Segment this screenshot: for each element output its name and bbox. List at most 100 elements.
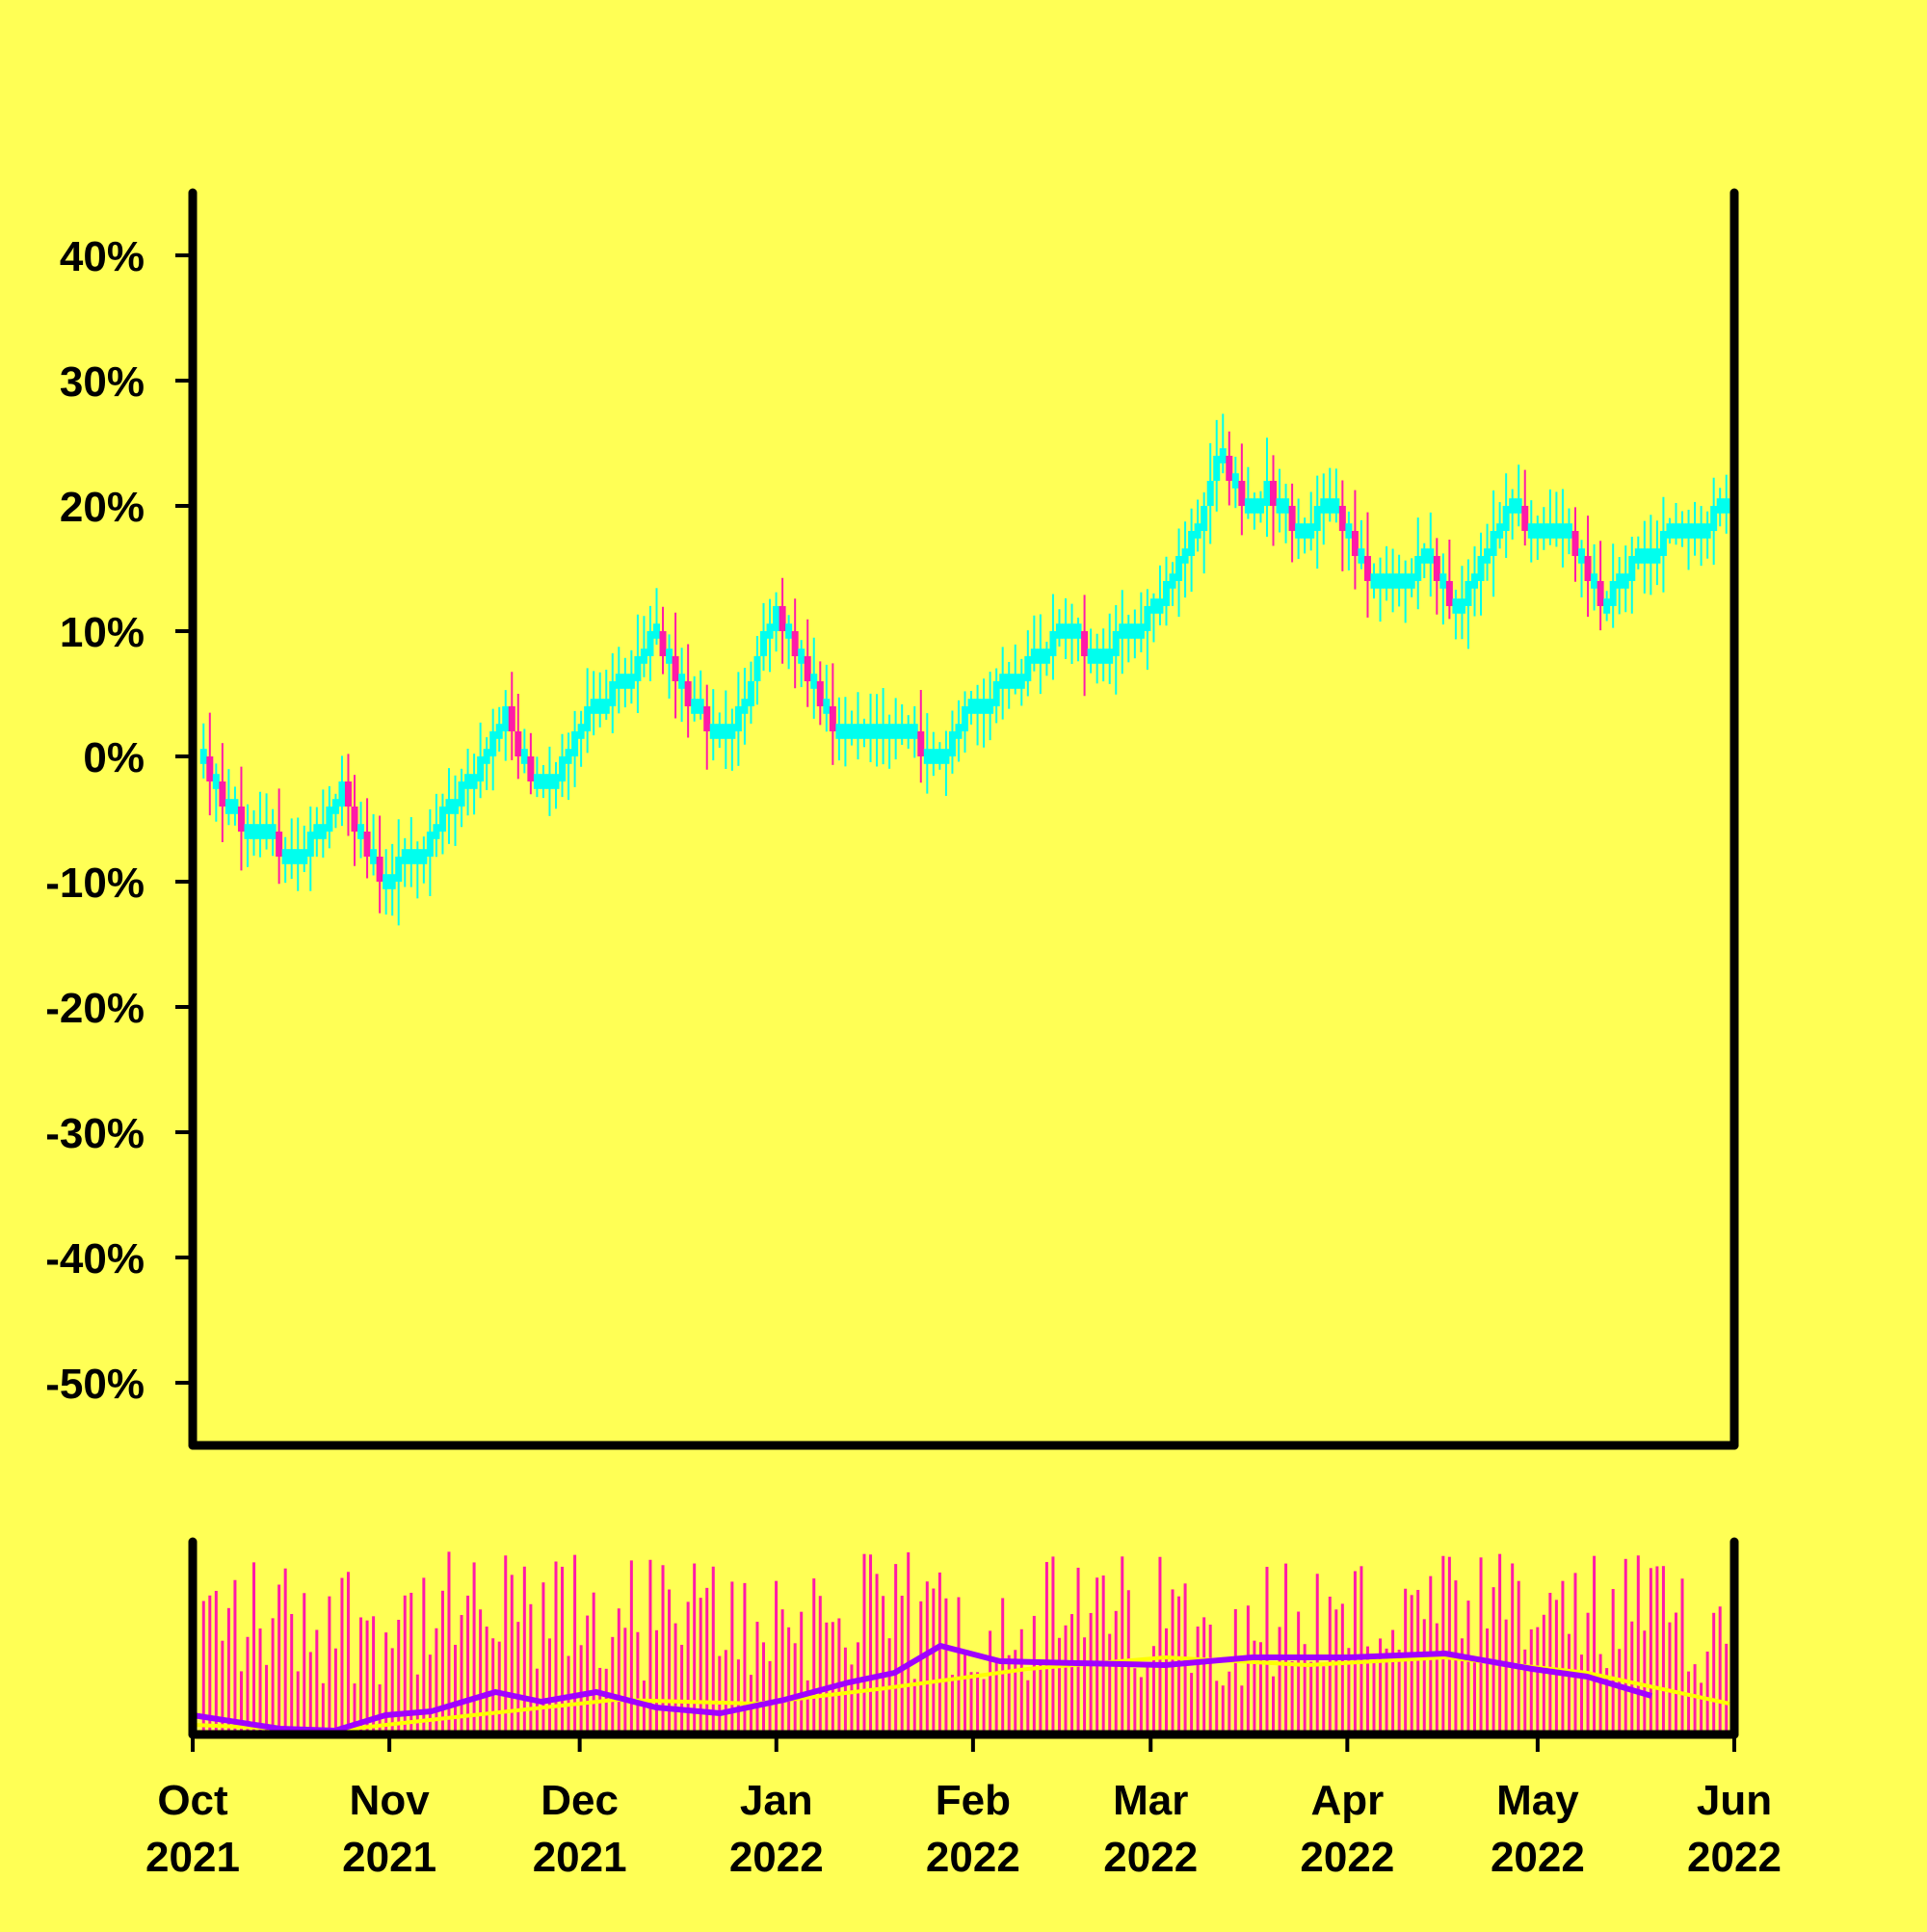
volume-bar xyxy=(1693,1664,1697,1734)
candle-body xyxy=(1420,548,1428,564)
candle-body xyxy=(1017,674,1025,689)
x-tick-label-year: 2022 xyxy=(1687,1834,1782,1881)
candle-body xyxy=(634,656,642,681)
candle-body xyxy=(256,824,264,839)
candle-body xyxy=(810,674,818,689)
volume-bar xyxy=(372,1616,376,1734)
volume-bar xyxy=(340,1577,344,1734)
volume-bar xyxy=(1561,1580,1565,1734)
candle-body xyxy=(1201,506,1208,531)
candle-body xyxy=(559,756,567,781)
volume-bar xyxy=(479,1609,483,1734)
candle-body xyxy=(936,749,943,764)
candle-body xyxy=(716,724,724,739)
volume-bar xyxy=(1322,1666,1326,1734)
volume-bar xyxy=(611,1636,615,1734)
candle-body xyxy=(992,681,1000,706)
candle-body xyxy=(1723,498,1730,514)
x-tick-label-month: Oct xyxy=(157,1777,228,1824)
candle-body xyxy=(779,606,786,631)
volume-bar xyxy=(1447,1556,1451,1734)
volume-bar xyxy=(762,1642,766,1734)
volume-bar xyxy=(686,1601,690,1734)
candle-body xyxy=(640,648,647,664)
candle-body xyxy=(1414,556,1422,581)
candle-body xyxy=(1452,598,1460,614)
candle-body xyxy=(438,807,446,832)
volume-bar xyxy=(592,1592,595,1734)
volume-bar xyxy=(1554,1600,1558,1734)
x-tick-label-month: Dec xyxy=(541,1777,619,1824)
candle-body xyxy=(1175,556,1183,581)
candle-body xyxy=(955,724,963,739)
candle-body xyxy=(1571,531,1579,556)
volume-bar xyxy=(994,1659,998,1734)
volume-bar xyxy=(1636,1555,1640,1734)
volume-bar xyxy=(805,1680,809,1734)
volume-bar xyxy=(1347,1648,1351,1734)
volume-bar xyxy=(1486,1628,1490,1734)
candle-body xyxy=(741,699,749,714)
volume-bar xyxy=(1404,1588,1408,1734)
candle-body xyxy=(1162,581,1170,606)
candle-body xyxy=(212,774,220,789)
y-tick-label: 30% xyxy=(60,358,145,406)
volume-bar xyxy=(1064,1625,1068,1734)
x-tick-label-year: 2022 xyxy=(1491,1834,1585,1881)
volume-bar xyxy=(1718,1606,1722,1734)
volume-bar xyxy=(529,1603,533,1734)
volume-bar xyxy=(1422,1619,1426,1734)
volume-bar xyxy=(1019,1628,1023,1734)
candle-body xyxy=(1546,523,1554,539)
candle-body xyxy=(1408,573,1415,589)
volume-bar xyxy=(668,1589,672,1734)
candle-body xyxy=(363,832,371,857)
volume-bar xyxy=(333,1648,337,1734)
volume-bar xyxy=(271,1618,275,1734)
x-tick-label-month: Nov xyxy=(350,1777,431,1824)
candle-body xyxy=(319,824,327,839)
volume-bar xyxy=(1303,1644,1307,1734)
volume-bar xyxy=(466,1595,470,1734)
volume-bar xyxy=(919,1601,923,1734)
candle-body xyxy=(533,774,541,789)
candle-body xyxy=(898,724,906,739)
candle-body xyxy=(1521,506,1529,531)
volume-bar xyxy=(743,1582,747,1734)
candle-body xyxy=(408,849,415,864)
candle-body xyxy=(672,656,679,681)
volume-bar xyxy=(415,1674,419,1734)
y-tick-label: 10% xyxy=(60,609,145,656)
candle-body xyxy=(502,706,510,731)
volume-bar xyxy=(787,1627,791,1734)
volume-bar xyxy=(378,1684,382,1734)
price-panel xyxy=(199,413,1730,926)
volume-bar xyxy=(1089,1612,1093,1734)
volume-bar xyxy=(1593,1555,1597,1734)
volume-bar xyxy=(1196,1626,1200,1734)
candle-body xyxy=(867,724,875,739)
volume-bar xyxy=(1044,1562,1048,1734)
volume-bar xyxy=(1623,1558,1627,1734)
volume-bar xyxy=(925,1581,929,1734)
volume-bar xyxy=(1511,1563,1515,1734)
candle-body xyxy=(1226,456,1233,481)
candle-body xyxy=(1552,523,1560,539)
volume-bar xyxy=(1630,1621,1634,1734)
axes-layer: 40% 30% 20% 10% 0% -10% -20% -30% -40% -50% Oct 202… xyxy=(45,188,1782,1881)
volume-bar xyxy=(882,1596,885,1734)
candle-body xyxy=(596,699,604,714)
candle-body xyxy=(804,656,811,681)
volume-bar xyxy=(303,1593,306,1734)
candle-body xyxy=(1484,548,1491,564)
candle-body xyxy=(1043,648,1050,664)
candle-body xyxy=(1049,631,1057,656)
volume-bar xyxy=(1573,1573,1577,1734)
volume-bar xyxy=(454,1644,457,1734)
volume-bar xyxy=(409,1592,413,1734)
volume-bar xyxy=(1309,1661,1313,1734)
x-tick-label-year: 2022 xyxy=(1300,1834,1394,1881)
candle-body xyxy=(659,631,667,656)
candle-body xyxy=(1678,523,1686,539)
candle-body xyxy=(791,631,799,656)
